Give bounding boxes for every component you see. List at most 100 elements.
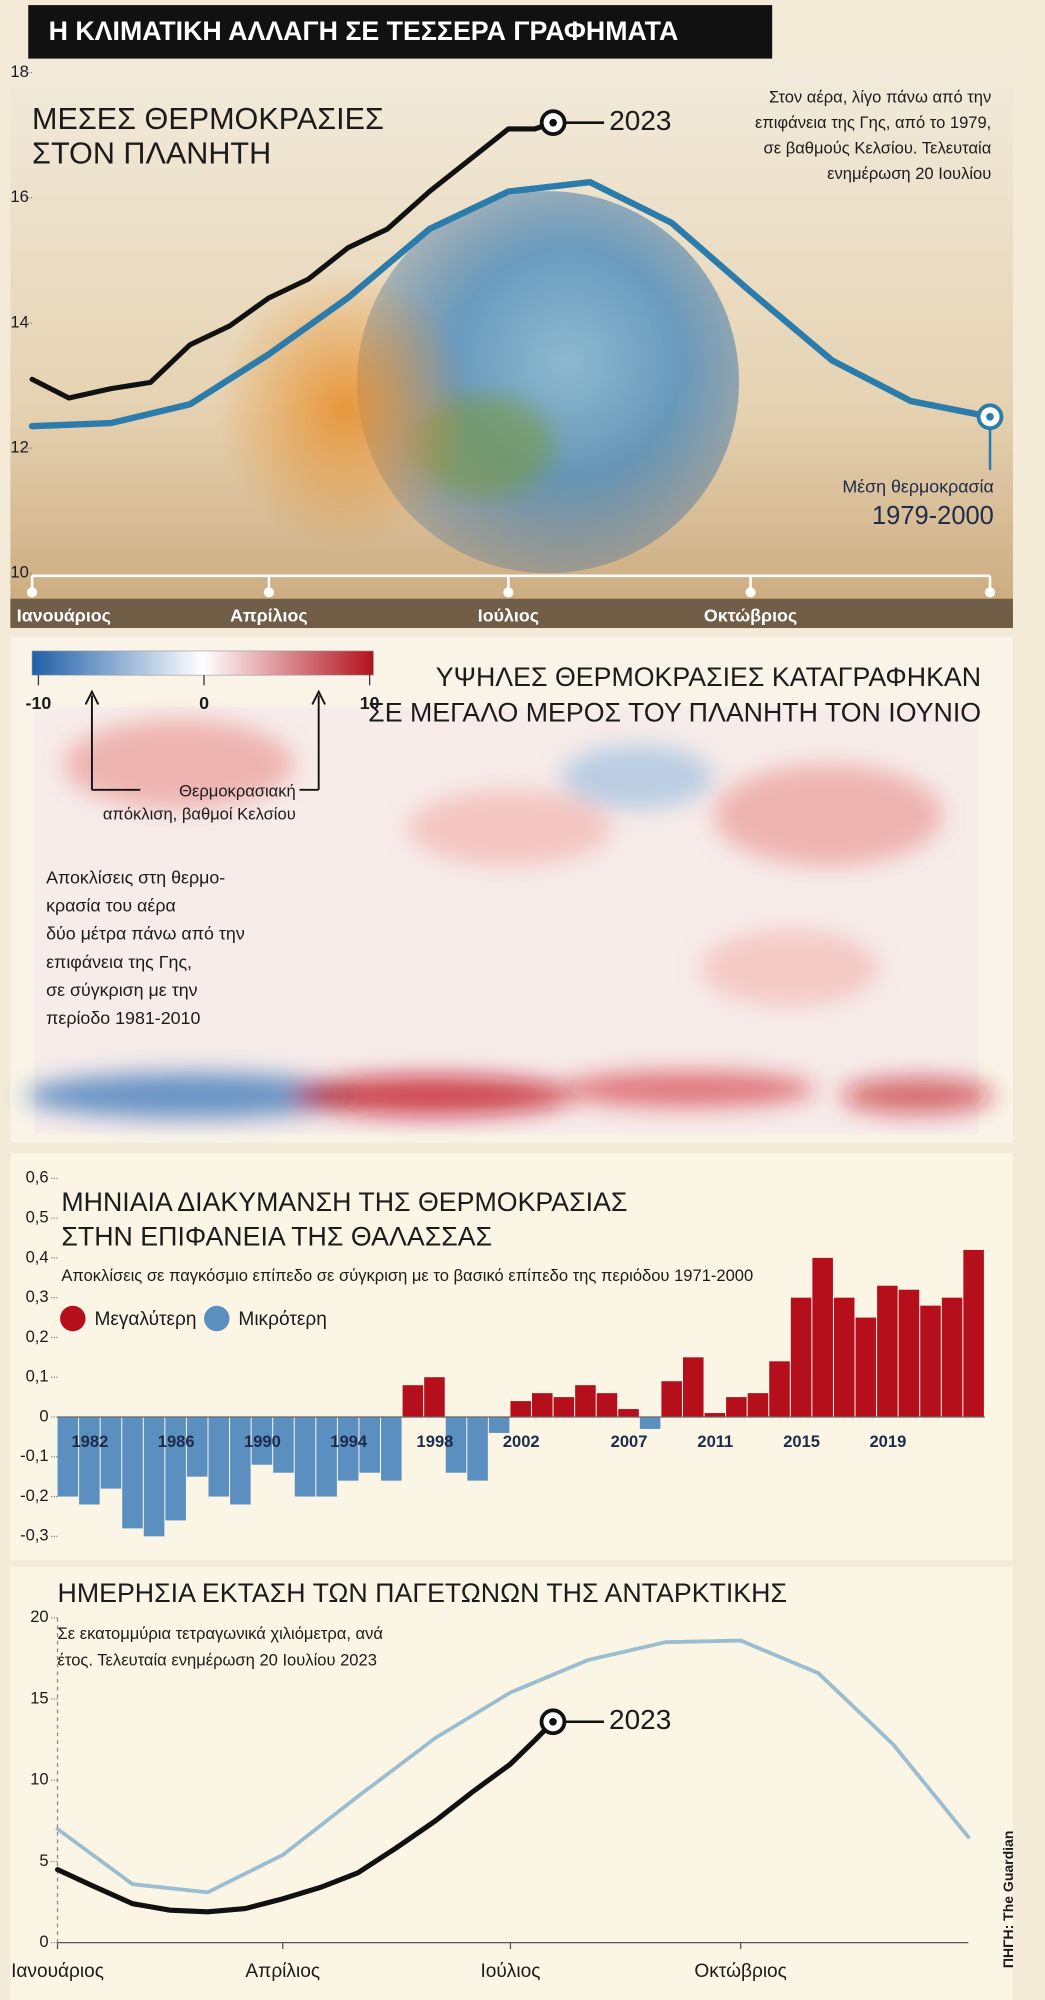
warm-area [63, 719, 294, 809]
x-tick-label: 1994 [330, 1432, 368, 1451]
colorbar [31, 650, 374, 676]
x-tick-label: 2019 [869, 1432, 906, 1451]
bar [532, 1393, 553, 1418]
map-note: Αποκλίσεις στη θερμο- [46, 868, 225, 888]
chart-title: ΣΤΟΝ ΠΛΑΝΗΤΗ [32, 136, 271, 170]
bar [316, 1417, 337, 1497]
bar [359, 1417, 381, 1473]
bar [618, 1409, 639, 1418]
bar [273, 1417, 294, 1473]
y-tick-label: 18 [10, 62, 28, 81]
x-tick-label: Απρίλιος [230, 605, 308, 625]
bar [812, 1257, 833, 1418]
bar [510, 1401, 531, 1418]
bar [165, 1417, 186, 1521]
bar [143, 1417, 165, 1537]
chart-title: ΣΤΗΝ ΕΠΙΦΑΝΕΙΑ ΤΗΣ ΘΑΛΑΣΣΑΣ [61, 1221, 492, 1251]
bar [963, 1249, 984, 1418]
y-tick-label: 0,3 [26, 1287, 49, 1306]
y-tick-label: -0,1 [20, 1446, 49, 1465]
y-tick-label: 10 [10, 563, 28, 582]
map-note: δύο μέτρα πάνω από την [46, 924, 245, 944]
bar [424, 1377, 445, 1418]
bar [575, 1385, 596, 1418]
series-end-dot [986, 412, 994, 421]
header-bg [28, 5, 773, 59]
legend-swatch [60, 1305, 86, 1332]
bar [596, 1393, 618, 1418]
y-tick-label: 0,6 [26, 1168, 49, 1187]
map-note: κρασία του αέρα [46, 896, 176, 916]
page-title: Η ΚΛΙΜΑΤΙΚΗ ΑΛΛΑΓΗ ΣΕ ΤΕΣΣΕΡΑ ΓΡΑΦΗΜΑΤΑ [49, 16, 679, 46]
x-tick-label: Οκτώβριος [694, 1961, 787, 1982]
chart-subtitle: επιφάνεια της Γης, από το 1979, [755, 113, 991, 132]
bar [877, 1285, 898, 1418]
bar [833, 1297, 855, 1418]
y-tick-label: 15 [30, 1688, 48, 1707]
source: ΠΗΓΗ: The Guardian [1000, 1831, 1016, 1969]
axis-band [10, 598, 1013, 629]
bar [639, 1417, 661, 1429]
y-tick-label: 12 [10, 437, 28, 456]
bar [445, 1417, 467, 1473]
x-tick-dot [745, 587, 756, 598]
series-line [54, 1719, 556, 1915]
x-tick-label: 1982 [71, 1432, 108, 1451]
bar [747, 1393, 769, 1418]
chart-subtitle: ενημέρωση 20 Ιουλίου [827, 164, 991, 183]
x-tick-label: Ιούλιος [478, 605, 539, 625]
panel-bg [10, 1566, 1013, 2000]
legend-label: Μικρότερη [238, 1309, 326, 1330]
chart-title: ΜΕΣΕΣ ΘΕΡΜΟΚΡΑΣΙΕΣ [32, 102, 384, 136]
warm-area [407, 789, 612, 867]
x-tick-label: Απρίλιος [245, 1961, 320, 1982]
colorbar-tick-label: -10 [26, 693, 52, 713]
x-tick-dot [263, 587, 275, 598]
series-label: 1979-2000 [872, 502, 994, 530]
series-label: 2023 [609, 105, 671, 136]
bar [769, 1361, 790, 1418]
bar [337, 1417, 359, 1481]
warm-area [700, 929, 880, 1007]
series-end-dot [549, 1717, 557, 1726]
series-line [28, 178, 994, 430]
map-note: περίοδο 1981-2010 [46, 1008, 200, 1028]
cool-area [560, 745, 714, 809]
bar [467, 1417, 488, 1481]
series-label: Μέση θερμοκρασία [842, 477, 994, 497]
chart-title: ΣΕ ΜΕΓΑΛΟ ΜΕΡΟΣ ΤΟΥ ΠΛΑΝΗΤΗ ΤΟΝ ΙΟΥΝΙΟ [368, 698, 981, 728]
chart-subtitle: Στον αέρα, λίγο πάνω από την [769, 87, 991, 106]
x-tick-label: 1990 [244, 1432, 281, 1451]
bar [100, 1417, 122, 1489]
series-line [55, 1638, 971, 1895]
chart-subtitle: σε βαθμούς Κελσίου. Τελευταία [764, 138, 992, 157]
bar [488, 1417, 510, 1433]
legend-pointer [299, 689, 326, 791]
chart-title: ΥΨΗΛΕΣ ΘΕΡΜΟΚΡΑΣΙΕΣ ΚΑΤΑΓΡΑΦΗΚΑΝ [436, 662, 981, 692]
x-tick-dot [503, 587, 514, 598]
map-note: επιφάνεια της Γης, [46, 952, 192, 972]
chart-title: ΗΜΕΡΗΣΙΑ ΕΚΤΑΣΗ ΤΩΝ ΠΑΓΕΤΩΝΩΝ ΤΗΣ ΑΝΤΑΡΚ… [58, 1578, 787, 1608]
bar [855, 1317, 877, 1418]
y-tick-label: -0,3 [20, 1526, 49, 1545]
warm-area [840, 1077, 994, 1114]
warm-area [293, 1075, 574, 1116]
x-tick-label: 1998 [417, 1432, 454, 1451]
x-tick-dot [26, 587, 38, 598]
warm-area [713, 764, 943, 867]
y-tick-label: 0,5 [26, 1207, 49, 1226]
bar [661, 1381, 682, 1418]
chart-subtitle: Αποκλίσεις σε παγκόσμιο επίπεδο σε σύγκρ… [61, 1266, 753, 1285]
colorbar-label: απόκλιση, βαθμοί Κελσίου [103, 805, 296, 824]
y-tick-label: 0 [39, 1406, 48, 1425]
legend-label: Μεγαλύτερη [94, 1309, 196, 1330]
y-tick-label: 0 [39, 1932, 48, 1951]
bar [57, 1417, 79, 1497]
x-tick-label: 2002 [503, 1432, 540, 1451]
chart-subtitle: έτος. Τελευταία ενημέρωση 20 Ιουλίου 202… [58, 1651, 377, 1670]
map-anomalies [25, 719, 994, 1119]
chart-subtitle: Σε εκατομμύρια τετραγωνικά χιλιόμετρα, α… [58, 1624, 384, 1643]
y-tick-label: 20 [30, 1607, 48, 1626]
